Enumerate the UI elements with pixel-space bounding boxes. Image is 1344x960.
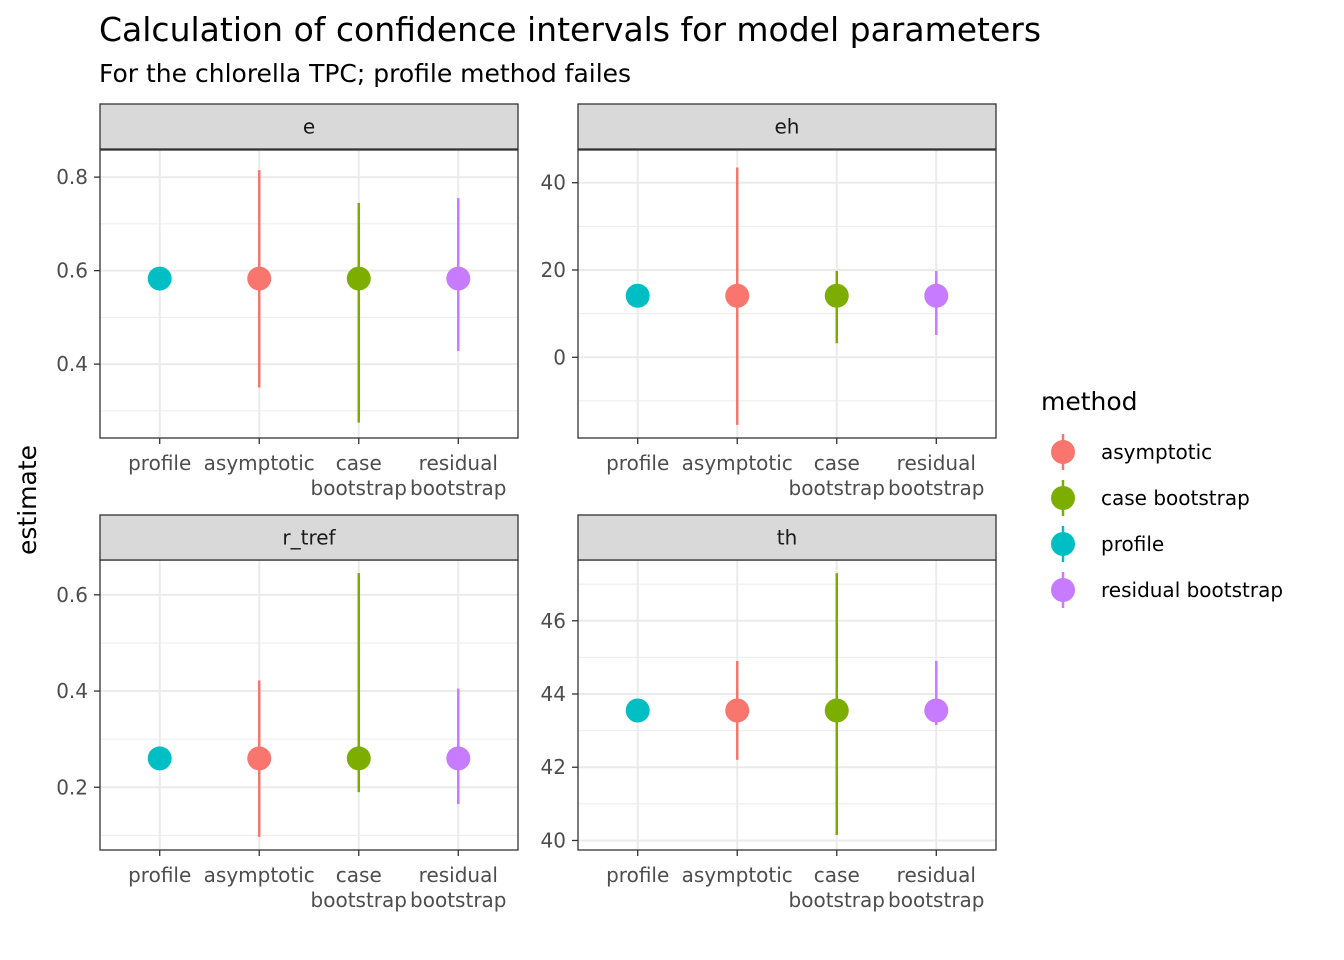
chart-subtitle: For the chlorella TPC; profile method fa… (99, 59, 631, 88)
x-tick-label: case bootstrap (311, 451, 407, 500)
legend-label: residual bootstrap (1101, 578, 1283, 602)
facet-strip (99, 514, 519, 561)
estimate-point-residual-bootstrap (446, 266, 471, 291)
legend-label: asymptotic (1101, 440, 1212, 464)
facet-strip-label: r_tref (282, 526, 336, 550)
x-tick-label: case bootstrap (789, 863, 885, 912)
panel-border (577, 149, 997, 439)
facet-strip-label: eh (775, 115, 800, 139)
estimate-point-profile (147, 266, 172, 291)
y-tick-label: 0.6 (56, 583, 88, 607)
y-tick-label: 0.8 (56, 165, 88, 189)
estimate-point-case-bootstrap (824, 283, 849, 308)
estimate-point-asymptotic (725, 698, 750, 723)
x-tick-label: residual bootstrap (888, 863, 984, 912)
facet-panel-r_tref: r_tref 0.2 0.4 0.6 profile asymptotic case boot… (56, 514, 519, 912)
facet-strip-label: e (303, 115, 315, 139)
legend-key-point (1051, 440, 1075, 464)
y-tick-label: 0.4 (56, 352, 88, 376)
legend-item-asymptotic: asymptotic (1051, 434, 1212, 470)
panel-background (100, 150, 518, 438)
y-tick-label: 46 (541, 609, 566, 633)
estimate-point-case-bootstrap (824, 698, 849, 723)
y-tick-label: 20 (541, 258, 566, 282)
facet-panel-eh: eh 0 20 40 profile asymptotic case bootstrapres… (541, 103, 997, 500)
facet-strip (577, 103, 997, 150)
x-tick-label: profile (606, 451, 669, 475)
legend-key-point (1051, 486, 1075, 510)
legend-item-case-bootstrap: case bootstrap (1051, 480, 1250, 516)
x-tick-label: profile (128, 451, 191, 475)
legend-item-residual-bootstrap: residual bootstrap (1051, 572, 1283, 608)
x-tick-label: profile (606, 863, 669, 887)
y-tick-label: 40 (541, 828, 566, 852)
estimate-point-residual-bootstrap (924, 698, 949, 723)
y-tick-label: 44 (541, 682, 566, 706)
panel-border (99, 149, 519, 439)
y-tick-label: 0 (553, 345, 566, 369)
estimate-point-residual-bootstrap (446, 746, 471, 771)
x-tick-label: case bootstrap (311, 863, 407, 912)
facet-strip (577, 514, 997, 561)
estimate-point-profile (147, 746, 172, 771)
estimate-point-asymptotic (247, 266, 272, 291)
chart-title: Calculation of confidence intervals for … (99, 10, 1041, 49)
estimate-point-profile (625, 698, 650, 723)
x-tick-label: asymptotic (682, 451, 793, 475)
y-tick-label: 0.4 (56, 679, 88, 703)
x-tick-label: asymptotic (204, 451, 315, 475)
estimate-point-profile (625, 283, 650, 308)
x-tick-label: residual bootstrap (410, 451, 506, 500)
y-tick-label: 0.2 (56, 775, 88, 799)
x-tick-label: asymptotic (204, 863, 315, 887)
facet-strip-label: th (777, 526, 798, 550)
estimate-point-residual-bootstrap (924, 283, 949, 308)
y-axis-title: estimate (13, 445, 42, 555)
estimate-point-case-bootstrap (346, 746, 371, 771)
y-tick-label: 0.6 (56, 259, 88, 283)
x-tick-label: profile (128, 863, 191, 887)
facet-panel-th: th 40 42 44 46 profile asymptotic case bootstrap… (541, 514, 997, 912)
legend-item-profile: profile (1051, 526, 1164, 562)
x-tick-label: residual bootstrap (888, 451, 984, 500)
legend-label: case bootstrap (1101, 486, 1250, 510)
legend-label: profile (1101, 532, 1164, 556)
estimate-point-case-bootstrap (346, 266, 371, 291)
legend-key-point (1051, 532, 1075, 556)
y-tick-label: 42 (541, 755, 566, 779)
legend-key-point (1051, 578, 1075, 602)
legend-title: method (1041, 387, 1138, 416)
x-tick-label: asymptotic (682, 863, 793, 887)
estimate-point-asymptotic (725, 283, 750, 308)
panel-background (100, 560, 518, 850)
facet-strip (99, 103, 519, 150)
x-tick-label: case bootstrap (789, 451, 885, 500)
estimate-point-asymptotic (247, 746, 272, 771)
facet-panel-e: e 0.4 0.6 0.8 profile asymptotic case bootstrap… (56, 103, 519, 500)
legend: method asymptotic case bootstrap profile re… (1041, 387, 1283, 608)
x-tick-label: residual bootstrap (410, 863, 506, 912)
y-tick-label: 40 (541, 171, 566, 195)
